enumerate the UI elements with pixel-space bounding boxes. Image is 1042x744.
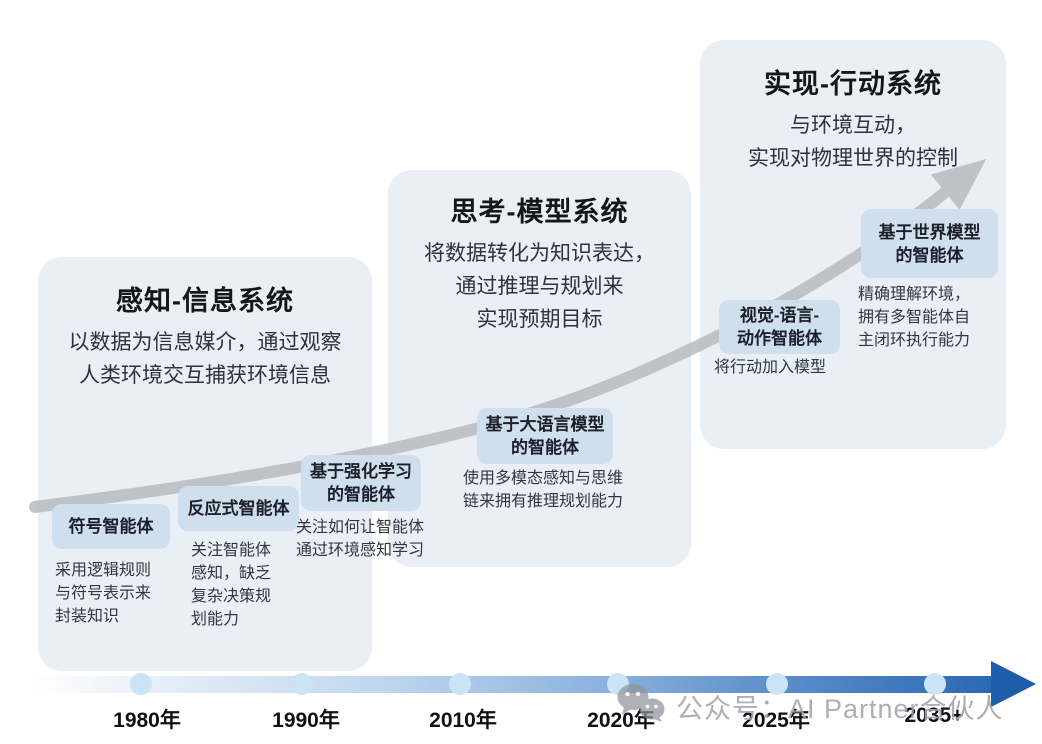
panel-body-line: 通过推理与规划来 [455, 275, 624, 298]
chip-label-line: 的智能体 [895, 245, 964, 265]
timeline-year-label: 2020年 [587, 709, 655, 732]
desc-line: 链来拥有推理规划能力 [463, 493, 624, 510]
timeline-dot-2035 [924, 673, 946, 695]
chip-label-line: 动作智能体 [737, 329, 822, 348]
chip-symbolic-agent: 符号智能体 [52, 504, 170, 549]
desc-line: 关注如何让智能体 [296, 519, 425, 536]
chip-label-line: 基于强化学习 [310, 462, 412, 481]
desc-reinforcement-learning-agent: 关注如何让智能体 通过环境感知学习 [296, 516, 424, 562]
desc-line: 使用多模态感知与思维 [463, 470, 624, 487]
chip-reinforcement-learning-agent: 基于强化学习 的智能体 [301, 455, 421, 511]
desc-line: 感知，缺乏 [191, 565, 272, 582]
chip-label-line: 基于大语言模型 [485, 415, 605, 434]
panel-body-line: 以数据为信息媒介，通过观察 [68, 331, 342, 354]
desc-line: 采用逻辑规则 [55, 562, 152, 579]
panel-title: 思考-模型系统 [450, 197, 629, 227]
chip-reactive-agent: 反应式智能体 [178, 486, 299, 531]
desc-line: 主闭环执行能力 [858, 332, 971, 349]
desc-vision-language-action-agent: 将行动加入模型 [714, 356, 826, 379]
desc-line: 复杂决策规 [191, 588, 272, 605]
timeline-dot-2010 [449, 673, 471, 695]
timeline-dot-1980 [130, 673, 152, 695]
timeline-year-label: 2025年 [742, 709, 810, 732]
desc-line: 拥有多智能体自 [858, 309, 971, 326]
desc-world-model-agent: 精确理解环境， 拥有多智能体自 主闭环执行能力 [858, 283, 970, 352]
desc-line: 封装知识 [55, 608, 120, 625]
desc-line: 划能力 [191, 611, 240, 628]
panel-body-line: 人类环境交互捕获环境信息 [79, 364, 331, 387]
chip-label-line: 的智能体 [327, 485, 395, 504]
timeline-arrow-icon [991, 661, 1036, 707]
chip-world-model-agent: 基于世界模型 的智能体 [861, 209, 998, 278]
panel-title: 感知-信息系统 [116, 286, 294, 316]
panel-title: 实现-行动系统 [764, 69, 942, 99]
timeline-year-label: 1980年 [113, 709, 181, 732]
chip-label-line: 视觉-语言- [739, 306, 820, 325]
timeline-year-label: 2035+ [904, 704, 964, 727]
desc-llm-agent: 使用多模态感知与思维 链来拥有推理规划能力 [463, 467, 623, 513]
desc-symbolic-agent: 采用逻辑规则 与符号表示来 封装知识 [55, 559, 151, 628]
chip-label-line: 符号智能体 [68, 517, 154, 536]
watermark: 公众号：AI Partner合伙人 [614, 682, 1004, 726]
timeline-dot-2025 [766, 673, 788, 695]
panel-body-line: 实现预期目标 [476, 308, 603, 331]
panel-body-line: 与环境互动， [790, 114, 916, 137]
desc-line: 将行动加入模型 [714, 359, 827, 376]
panel-body-line: 将数据转化为知识表达， [424, 242, 655, 265]
wechat-icon [617, 684, 665, 722]
chip-vision-language-action-agent: 视觉-语言- 动作智能体 [719, 300, 840, 354]
panel-body-line: 实现对物理世界的控制 [748, 147, 958, 170]
desc-line: 精确理解环境， [858, 286, 971, 303]
desc-line: 通过环境感知学习 [296, 542, 425, 559]
timeline-dot-1990 [291, 673, 313, 695]
chip-label-line: 的智能体 [511, 438, 579, 457]
desc-reactive-agent: 关注智能体 感知，缺乏 复杂决策规 划能力 [191, 539, 271, 631]
timeline-year-label: 2010年 [429, 709, 497, 732]
desc-line: 关注智能体 [191, 542, 272, 559]
timeline-bar [35, 676, 993, 693]
chip-label-line: 反应式智能体 [187, 499, 290, 518]
timeline-year-label: 1990年 [272, 709, 340, 732]
chip-llm-agent: 基于大语言模型 的智能体 [477, 408, 613, 464]
desc-line: 与符号表示来 [55, 585, 152, 602]
chip-label-line: 基于世界模型 [878, 222, 981, 242]
watermark-text: 公众号：AI Partner合伙人 [676, 694, 1004, 724]
